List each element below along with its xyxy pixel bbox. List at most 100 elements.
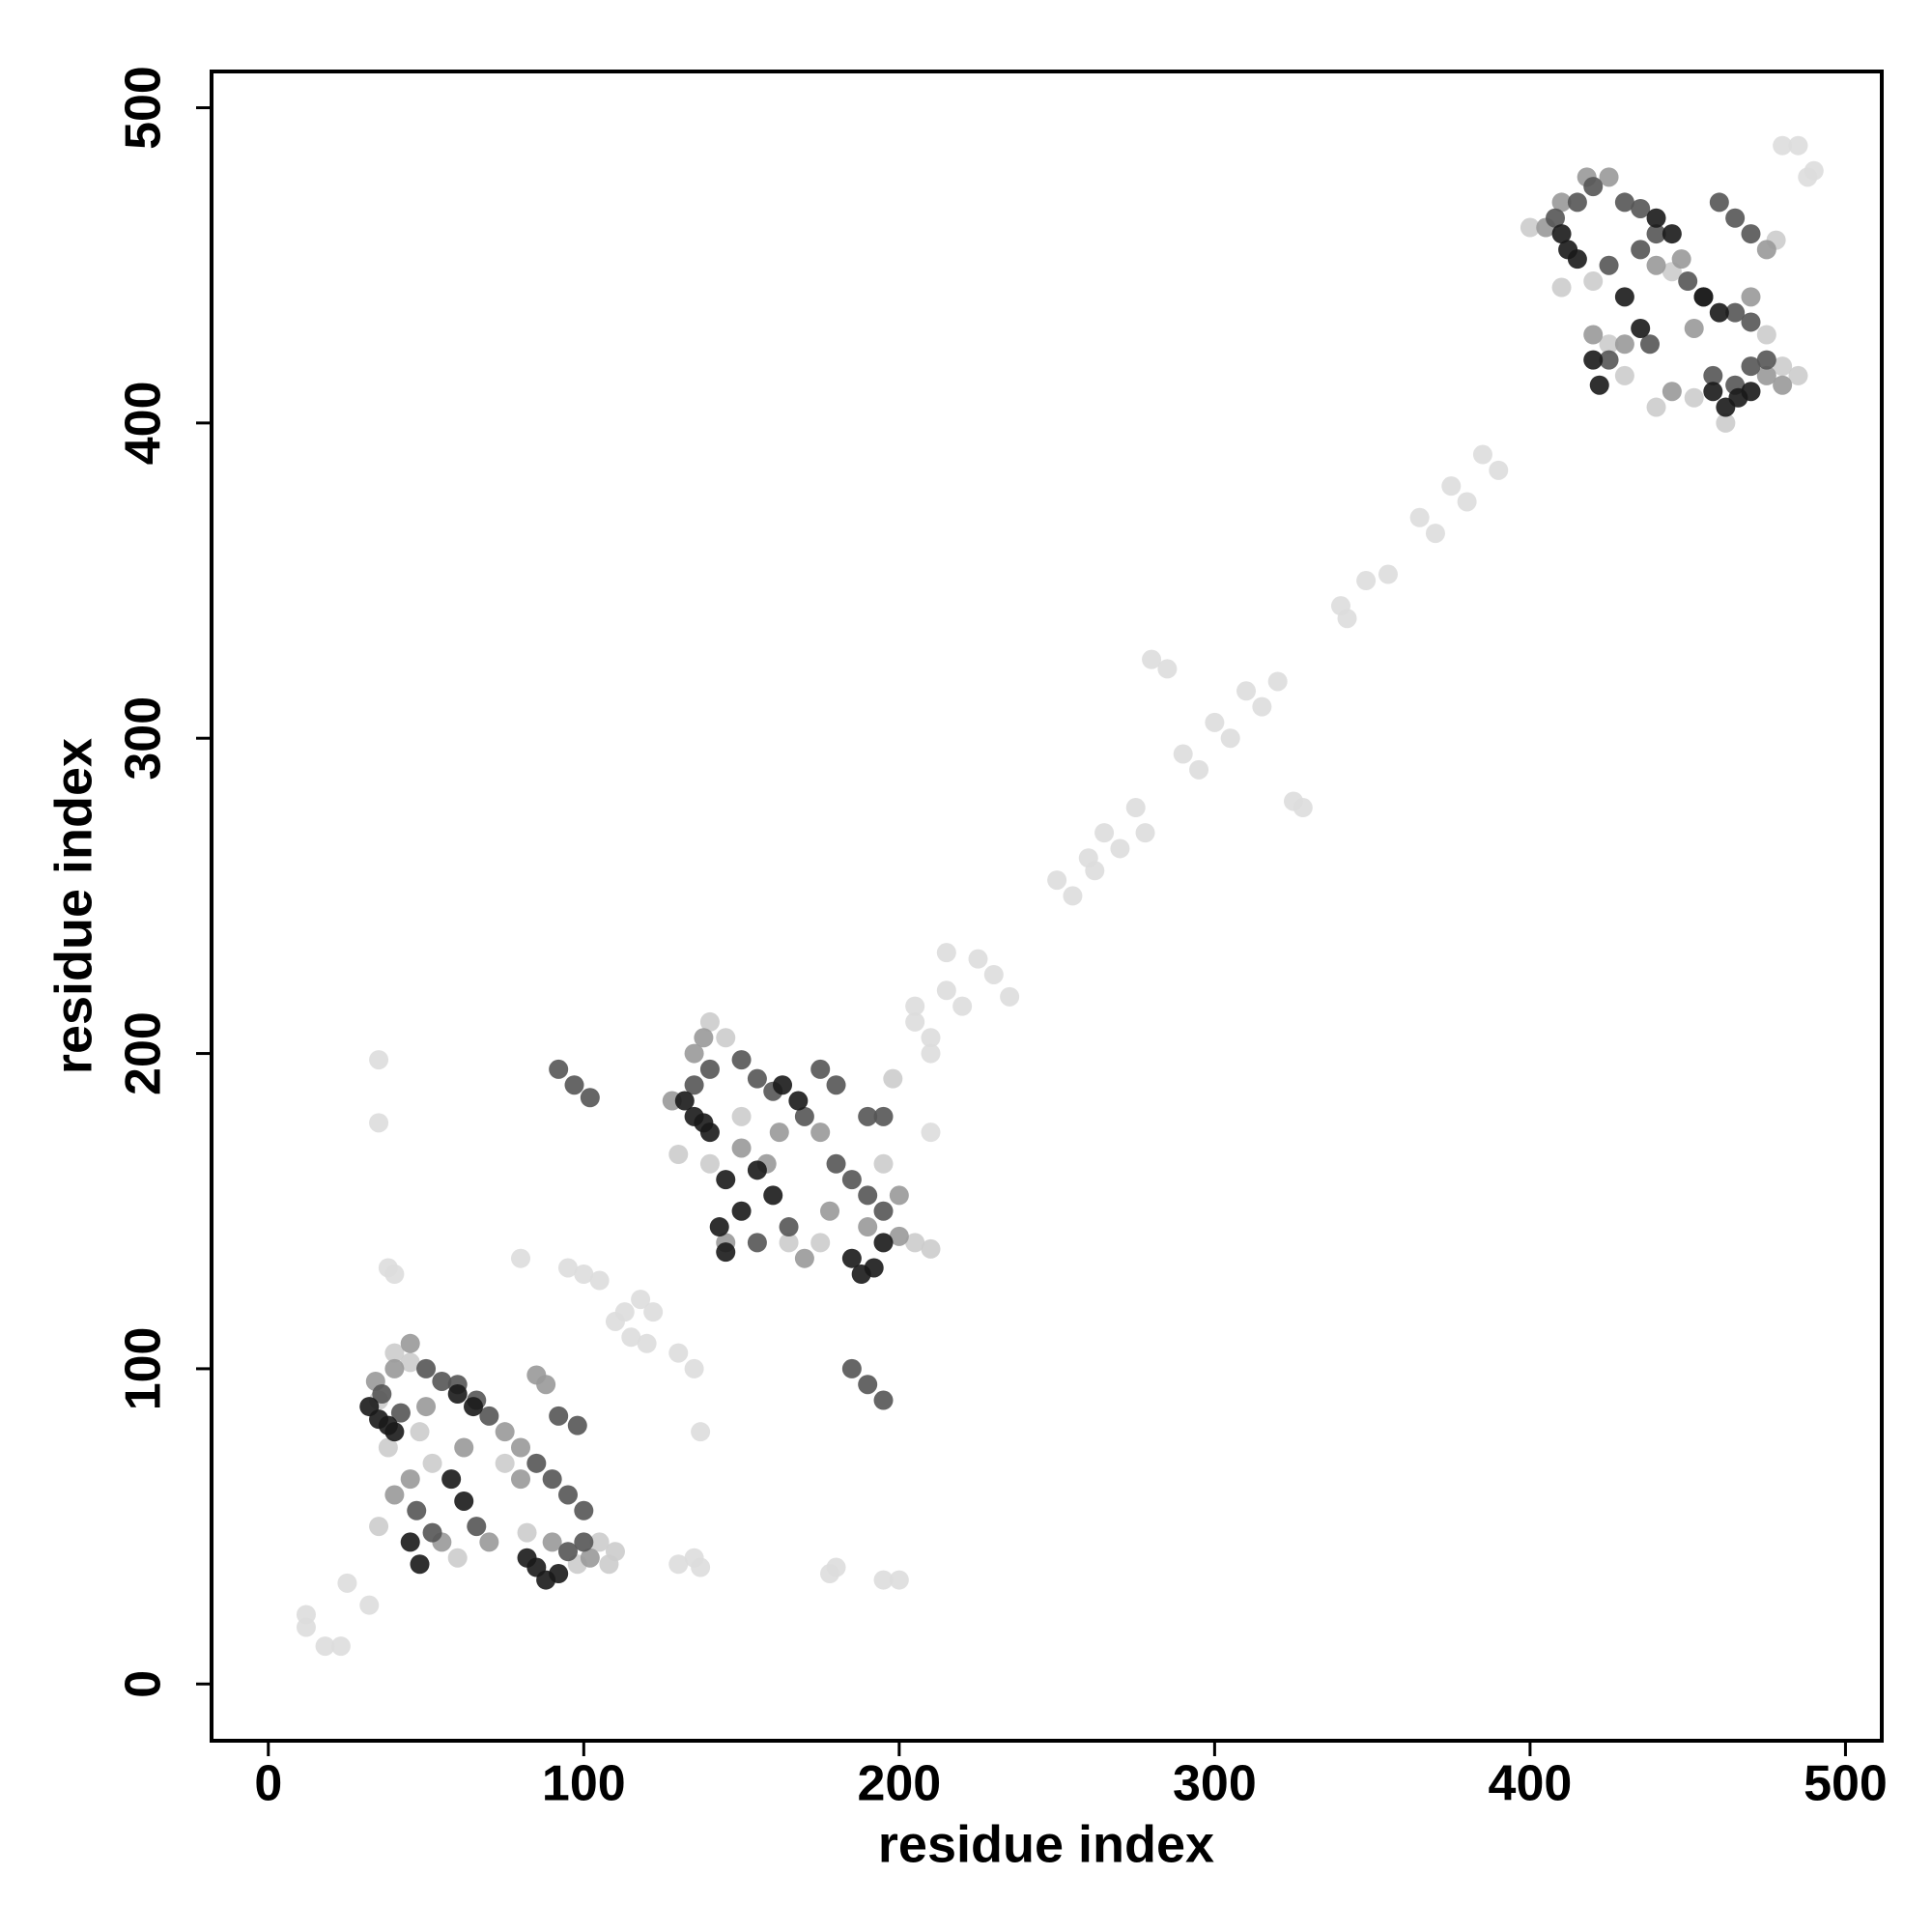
point <box>296 1617 316 1637</box>
x-tick-label: 500 <box>1804 1756 1888 1812</box>
point <box>873 1106 894 1126</box>
point <box>390 1403 411 1423</box>
point <box>567 1415 587 1435</box>
point <box>810 1059 831 1079</box>
point <box>1716 412 1736 433</box>
point <box>631 1290 651 1310</box>
point <box>779 1233 799 1253</box>
point <box>1589 375 1609 395</box>
point <box>564 1075 584 1095</box>
point <box>526 1453 547 1473</box>
point <box>1662 382 1682 402</box>
point <box>1614 287 1634 307</box>
point <box>794 1106 814 1126</box>
point <box>858 1106 878 1126</box>
point <box>1583 271 1604 292</box>
point <box>1773 356 1793 377</box>
point <box>1684 318 1704 338</box>
point <box>378 1437 398 1458</box>
point <box>684 1358 704 1378</box>
point <box>400 1352 420 1373</box>
point <box>1614 365 1634 385</box>
point <box>1646 208 1666 228</box>
point <box>549 1564 569 1584</box>
point <box>826 1075 846 1095</box>
point <box>1063 886 1083 906</box>
point <box>1125 798 1146 818</box>
point <box>1157 659 1178 679</box>
point <box>921 1238 941 1259</box>
point <box>668 1343 689 1363</box>
point <box>1709 302 1729 323</box>
point <box>511 1437 531 1458</box>
point <box>1599 350 1619 370</box>
point <box>1583 325 1604 345</box>
point <box>763 1185 783 1206</box>
point <box>384 1358 405 1378</box>
point <box>589 1532 610 1552</box>
point <box>936 943 956 963</box>
point <box>384 1264 405 1285</box>
point <box>1267 671 1288 692</box>
point <box>1551 192 1572 213</box>
y-axis-title: residue index <box>44 738 102 1074</box>
point <box>549 1059 569 1079</box>
point <box>905 1233 925 1253</box>
point <box>536 1375 556 1395</box>
point <box>369 1113 389 1133</box>
point <box>921 1043 941 1064</box>
point <box>1788 135 1808 156</box>
point <box>1639 334 1660 355</box>
plot-frame <box>210 70 1884 1743</box>
point <box>668 1144 689 1164</box>
point <box>1110 838 1130 859</box>
y-tick-label: 300 <box>116 696 172 781</box>
point <box>716 1242 736 1263</box>
point <box>1142 649 1162 669</box>
point <box>517 1522 537 1543</box>
point <box>495 1453 515 1473</box>
point <box>694 1028 714 1048</box>
point <box>921 1122 941 1143</box>
point <box>359 1595 380 1615</box>
point <box>1646 397 1666 417</box>
point <box>889 1185 909 1206</box>
point <box>1472 444 1492 465</box>
point <box>1725 302 1746 323</box>
point <box>441 1469 462 1490</box>
point <box>841 1170 862 1190</box>
point <box>905 996 925 1016</box>
point <box>1252 696 1272 717</box>
y-tick-label: 500 <box>116 66 172 150</box>
x-tick-label: 200 <box>857 1756 941 1812</box>
point <box>574 1500 594 1520</box>
point <box>464 1397 484 1417</box>
point <box>422 1522 442 1543</box>
point <box>1567 249 1587 270</box>
point <box>709 1217 729 1237</box>
point <box>731 1201 752 1221</box>
point <box>599 1554 619 1575</box>
point <box>447 1384 468 1405</box>
point <box>1094 823 1115 843</box>
point <box>1646 224 1666 244</box>
point <box>1220 728 1240 749</box>
point <box>574 1264 594 1285</box>
point <box>454 1437 474 1458</box>
point <box>384 1485 405 1505</box>
point <box>1583 177 1604 197</box>
point <box>1756 365 1776 385</box>
point <box>1551 277 1572 298</box>
point <box>1567 192 1587 213</box>
point <box>983 964 1004 984</box>
point <box>479 1406 499 1426</box>
point <box>1599 167 1619 187</box>
point <box>1631 318 1651 338</box>
point <box>921 1028 941 1048</box>
point <box>407 1500 427 1520</box>
point <box>668 1554 689 1575</box>
x-axis-title: residue index <box>878 1815 1214 1873</box>
point <box>384 1343 405 1363</box>
point <box>542 1532 562 1552</box>
